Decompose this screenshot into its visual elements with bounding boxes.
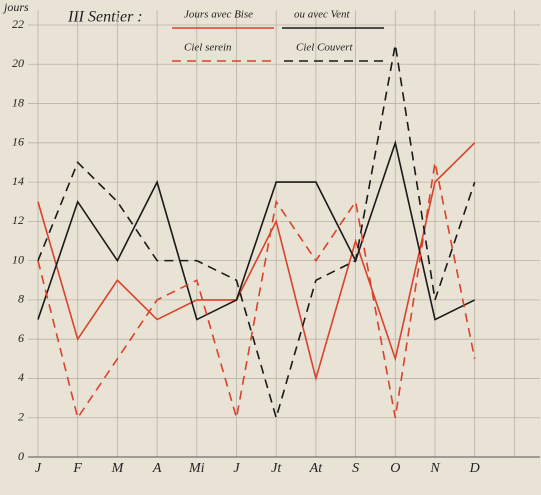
- y-tick-label: 16: [12, 135, 24, 149]
- legend-label: Ciel serein: [184, 42, 232, 54]
- x-tick-label: J: [233, 461, 240, 476]
- series-line: [37, 162, 476, 420]
- x-tick-label: M: [111, 461, 125, 476]
- legend-label: Jours avec Bise: [184, 9, 253, 21]
- legend-label: Ciel Couvert: [296, 42, 353, 54]
- x-tick-label: Mi: [188, 461, 205, 476]
- x-tick-label: At: [309, 461, 324, 476]
- series-line: [37, 139, 476, 321]
- y-tick-label: 4: [18, 370, 24, 384]
- x-tick-label: A: [152, 461, 162, 476]
- y-tick-label: 20: [12, 56, 24, 70]
- x-tick-label: D: [469, 461, 480, 476]
- y-axis-label: jours: [2, 0, 29, 14]
- y-tick-label: 22: [12, 17, 24, 31]
- x-tick-label: F: [72, 461, 82, 476]
- y-tick-label: 6: [18, 331, 24, 345]
- chart-title: III Sentier :: [67, 9, 143, 26]
- y-tick-label: 10: [12, 252, 24, 266]
- y-tick-label: 12: [12, 213, 24, 227]
- x-tick-label: J: [35, 461, 42, 476]
- x-tick-label: S: [352, 461, 359, 476]
- y-tick-label: 2: [18, 409, 24, 423]
- series-line: [37, 142, 476, 382]
- x-tick-label: Jt: [271, 461, 282, 476]
- y-tick-label: 0: [18, 449, 24, 463]
- legend-label: ou avec Vent: [294, 9, 351, 21]
- x-tick-label: O: [390, 461, 400, 476]
- y-tick-label: 18: [12, 95, 24, 109]
- y-tick-label: 14: [12, 174, 24, 188]
- series-line: [37, 44, 476, 421]
- y-tick-label: 8: [18, 292, 24, 306]
- x-tick-label: N: [429, 461, 440, 476]
